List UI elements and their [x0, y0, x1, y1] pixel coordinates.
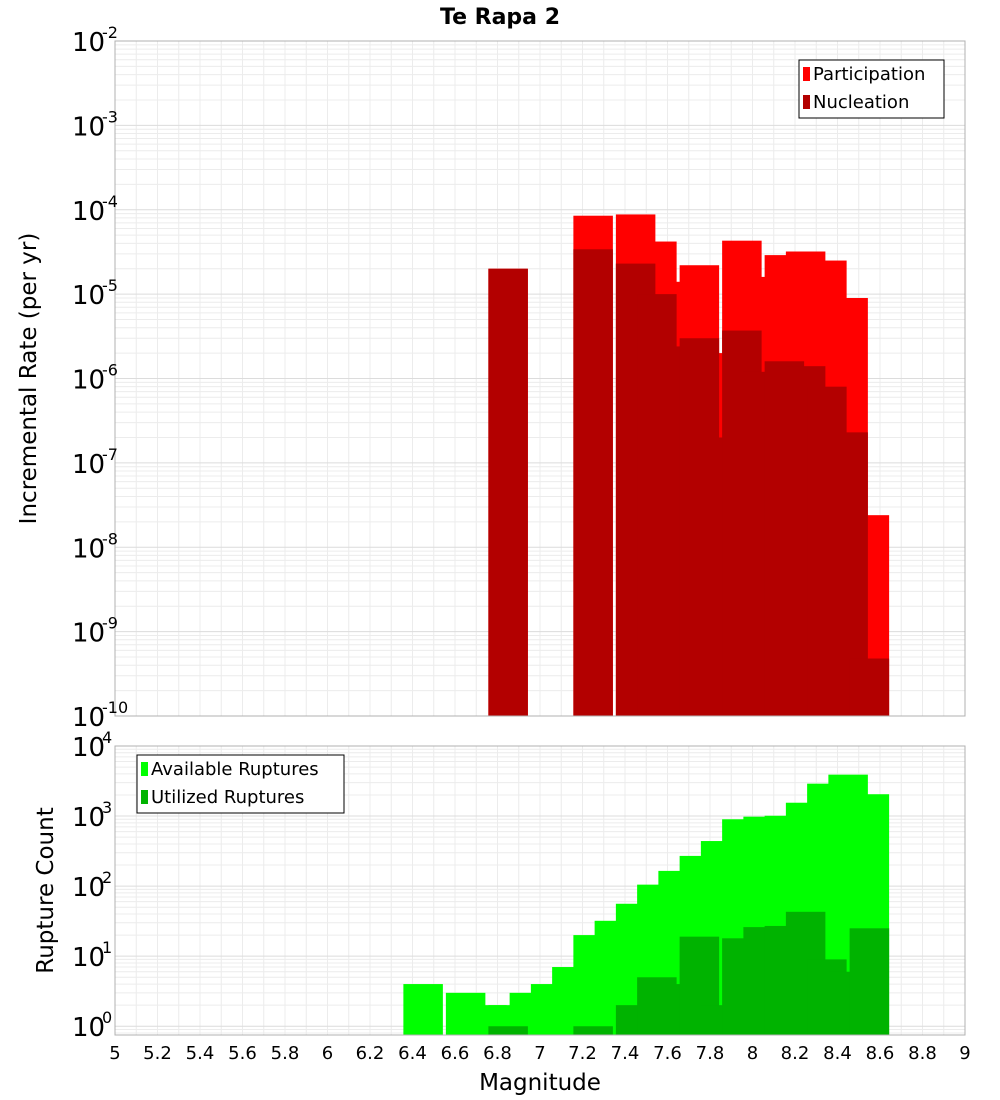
bar-nucleation	[573, 249, 613, 716]
legend-box	[798, 59, 945, 119]
rate-y-axis-label: Incremental Rate (per yr)	[16, 233, 42, 525]
x-tick-label: 5.4	[186, 1043, 215, 1064]
bar-utilized-ruptures	[573, 1026, 613, 1035]
x-tick-label: 5	[109, 1043, 120, 1064]
x-tick-label: 8.6	[866, 1043, 895, 1064]
y-tick-exponent: -6	[102, 361, 118, 380]
bar-nucleation	[488, 268, 528, 716]
legend-entry: Utilized Ruptures	[151, 787, 304, 808]
y-tick-exponent: 3	[102, 798, 112, 817]
x-tick-label: 6.2	[356, 1043, 385, 1064]
legend-swatch	[803, 95, 810, 109]
count-plot-frame	[114, 745, 966, 1036]
x-tick-label: 6	[322, 1043, 333, 1064]
y-tick-exponent: 0	[102, 1008, 112, 1027]
x-tick-label: 7.6	[653, 1043, 682, 1064]
x-tick-label: 6.4	[398, 1043, 427, 1064]
y-tick-exponent: -4	[102, 192, 118, 211]
x-tick-label: 7.2	[568, 1043, 597, 1064]
x-tick-label: 7	[534, 1043, 545, 1064]
legend-swatch	[141, 762, 148, 776]
y-tick-exponent: 4	[102, 728, 112, 747]
bar-utilized-ruptures	[488, 1026, 528, 1035]
x-tick-label: 8.2	[781, 1043, 810, 1064]
y-tick-exponent: -5	[102, 276, 118, 295]
x-tick-label: 8.4	[823, 1043, 852, 1064]
y-tick-label: 10	[72, 873, 105, 903]
legend-swatch	[803, 67, 810, 81]
legend-box	[136, 754, 345, 814]
y-tick-exponent: -3	[102, 107, 118, 126]
x-tick-label: 6.8	[483, 1043, 512, 1064]
legend-swatch	[141, 790, 148, 804]
x-tick-label: 6.6	[441, 1043, 470, 1064]
count-bars	[403, 774, 890, 1035]
x-tick-label: 5.2	[143, 1043, 172, 1064]
chart-title: Te Rapa 2	[440, 5, 560, 30]
y-tick-label: 10	[72, 197, 105, 227]
count-legend: Available Ruptures Utilized Ruptures	[136, 754, 345, 814]
bar-nucleation	[849, 658, 890, 716]
y-tick-exponent: 2	[102, 868, 112, 887]
y-tick-exponent: 1	[102, 938, 112, 957]
x-tick-label: 8.8	[908, 1043, 937, 1064]
y-tick-exponent: -10	[102, 698, 128, 717]
x-tick-label: 5.6	[228, 1043, 257, 1064]
y-tick-label: 10	[72, 28, 105, 58]
legend-entry: Nucleation	[813, 92, 909, 113]
count-y-axis-label: Rupture Count	[33, 807, 59, 973]
y-tick-exponent: -9	[102, 614, 118, 633]
x-axis-label: Magnitude	[479, 1070, 601, 1096]
y-tick-exponent: -8	[102, 529, 118, 548]
x-ticks: 5 5.2 5.4 5.6 5.8 6 6.2 6.4 6.6 6.8 7 7.2 7.4 7.6 7.8 8…	[109, 1043, 970, 1064]
bar-available-ruptures	[403, 984, 443, 1035]
y-tick-label: 10	[72, 703, 105, 733]
x-tick-label: 5.8	[271, 1043, 300, 1064]
legend-entry: Participation	[813, 64, 925, 85]
rate-bars	[488, 214, 890, 717]
y-tick-label: 10	[72, 1013, 105, 1043]
y-tick-label: 10	[72, 803, 105, 833]
x-tick-label: 8	[747, 1043, 758, 1064]
y-tick-exponent: -7	[102, 445, 118, 464]
y-tick-label: 10	[72, 733, 105, 763]
legend-entry: Available Ruptures	[151, 759, 319, 780]
y-tick-label: 10	[72, 619, 105, 649]
x-tick-label: 7.8	[696, 1043, 725, 1064]
y-tick-label: 10	[72, 943, 105, 973]
y-tick-exponent: -2	[102, 23, 118, 42]
y-tick-label: 10	[72, 534, 105, 564]
rate-legend: Participation Nucleation	[798, 59, 945, 119]
bar-utilized-ruptures	[849, 928, 890, 1035]
y-tick-label: 10	[72, 366, 105, 396]
y-tick-label: 10	[72, 281, 105, 311]
x-tick-label: 9	[959, 1043, 970, 1064]
y-tick-label: 10	[72, 112, 105, 142]
x-tick-label: 7.4	[611, 1043, 640, 1064]
rate-plot-frame	[114, 40, 966, 717]
y-tick-label: 10	[72, 450, 105, 480]
